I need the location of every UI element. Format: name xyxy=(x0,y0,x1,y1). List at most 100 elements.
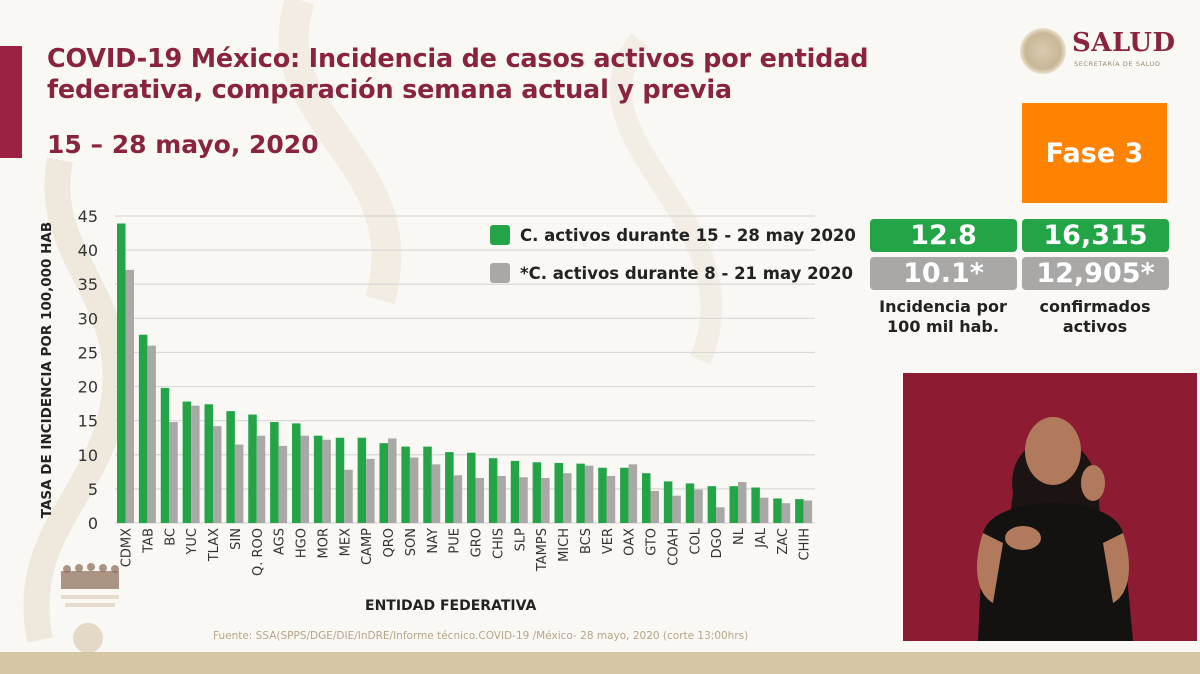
legend-label-previous: *C. activos durante 8 - 21 may 2020 xyxy=(520,263,854,283)
x-tick-label: CDMX xyxy=(120,528,135,567)
bar-previous xyxy=(366,458,375,523)
x-tick-label: CHIH xyxy=(798,528,813,560)
legend-item-current: C. activos durante 15 - 28 may 2020 xyxy=(490,225,856,245)
x-tick-label: Q. ROO xyxy=(251,528,266,576)
bar-current xyxy=(423,446,432,523)
incidence-label-line2: 100 mil hab. xyxy=(887,317,999,336)
x-tick-label: TAMPS xyxy=(535,528,550,572)
bar-current xyxy=(663,481,673,523)
bar-previous xyxy=(147,345,156,523)
bar-current xyxy=(379,443,388,523)
bar-current xyxy=(795,499,804,523)
legend-swatch-previous xyxy=(490,263,510,283)
bar-current xyxy=(685,483,695,523)
bar-previous xyxy=(234,444,244,523)
active-label-line2: activos xyxy=(1062,317,1128,336)
x-tick-label: YUC xyxy=(185,528,200,556)
bar-current xyxy=(160,387,170,523)
bar-previous xyxy=(453,475,463,523)
bar-previous xyxy=(213,426,222,523)
bar-current xyxy=(445,452,454,523)
sign-language-interpreter-video xyxy=(903,373,1197,641)
incidence-current: 12.8 xyxy=(870,219,1017,252)
y-tick-label: 0 xyxy=(88,514,98,533)
x-tick-label: BC xyxy=(163,528,178,546)
incidence-previous: 10.1* xyxy=(870,257,1017,290)
x-tick-label: HGO xyxy=(295,528,310,558)
bar-current xyxy=(510,460,520,523)
bar-previous xyxy=(541,477,550,523)
x-tick-label: TLAX xyxy=(207,528,222,562)
bar-previous xyxy=(300,435,309,523)
bar-current xyxy=(642,473,651,523)
legend-label-current: C. activos durante 15 - 28 may 2020 xyxy=(520,225,856,245)
x-tick-label: SIN xyxy=(229,528,244,550)
bar-current xyxy=(117,223,126,523)
bar-current xyxy=(335,437,345,523)
x-tick-label: GRO xyxy=(470,528,485,557)
bar-previous xyxy=(563,473,572,523)
bar-previous xyxy=(475,477,484,523)
bar-current xyxy=(751,487,760,523)
bar-current xyxy=(204,404,213,523)
legend-item-previous: *C. activos durante 8 - 21 may 2020 xyxy=(490,263,853,283)
bar-previous xyxy=(716,507,725,523)
x-tick-label: CHIS xyxy=(491,528,506,559)
page-title: COVID-19 México: Incidencia de casos act… xyxy=(47,44,869,106)
salud-logo: SALUD SECRETARÍA DE SALUD xyxy=(1020,28,1175,78)
bar-current xyxy=(248,414,257,523)
bar-previous xyxy=(606,475,616,523)
active-cases-current: 16,315 xyxy=(1022,219,1169,252)
bar-current xyxy=(729,486,738,523)
bar-previous xyxy=(759,497,769,523)
accent-bar xyxy=(0,46,22,158)
bar-previous xyxy=(388,438,397,523)
x-tick-label: DGO xyxy=(710,528,725,558)
title-line-1: COVID-19 México: Incidencia de casos act… xyxy=(47,44,869,74)
national-seal-icon xyxy=(1020,28,1066,74)
bar-previous xyxy=(781,503,791,523)
bar-current xyxy=(357,437,367,523)
y-tick-label: 45 xyxy=(78,207,98,226)
bar-current xyxy=(467,452,476,523)
x-tick-label: TAB xyxy=(141,528,156,554)
bar-previous xyxy=(191,405,200,523)
x-tick-label: SLP xyxy=(513,528,528,551)
seal-icon xyxy=(73,623,103,653)
x-tick-label: MICH xyxy=(557,528,572,562)
x-tick-label: AGS xyxy=(273,528,288,555)
bar-previous xyxy=(650,490,659,523)
x-tick-label: GTO xyxy=(645,528,660,556)
x-tick-label: SON xyxy=(404,528,419,556)
bar-current xyxy=(598,467,607,523)
active-cases-previous: 12,905* xyxy=(1022,257,1169,290)
bar-current xyxy=(773,498,782,523)
bar-current xyxy=(401,446,410,523)
bar-current xyxy=(226,411,235,523)
bar-previous xyxy=(256,435,266,523)
bar-current xyxy=(270,422,279,523)
incidence-label-line1: Incidencia por xyxy=(879,297,1007,316)
bar-previous xyxy=(169,422,178,523)
y-tick-label: 20 xyxy=(78,378,98,397)
x-tick-label: JAL xyxy=(754,527,769,548)
bar-current xyxy=(554,462,563,523)
y-tick-label: 15 xyxy=(78,412,98,431)
x-tick-label: MEX xyxy=(338,528,353,556)
bar-current xyxy=(182,401,192,523)
y-tick-label: 40 xyxy=(78,241,98,260)
bar-current xyxy=(292,423,301,523)
active-label-line1: confirmados xyxy=(1039,297,1151,316)
x-tick-label: ZAC xyxy=(776,528,791,555)
logo-subtitle: SECRETARÍA DE SALUD xyxy=(1074,60,1161,68)
y-tick-label: 25 xyxy=(78,343,98,362)
bar-current xyxy=(532,462,542,523)
x-tick-label: NL xyxy=(732,527,747,545)
bar-previous xyxy=(431,464,441,523)
bar-current xyxy=(488,458,498,523)
x-tick-label: OAX xyxy=(623,528,638,556)
bar-previous xyxy=(497,475,506,523)
footer-band xyxy=(0,652,1200,674)
bar-previous xyxy=(672,495,681,523)
